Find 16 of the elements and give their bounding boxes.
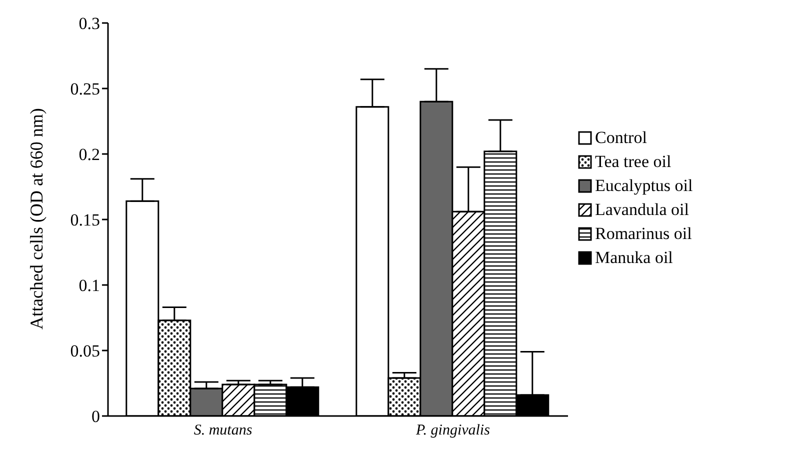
y-tick-label: 0.2	[78, 145, 100, 164]
legend-label: Manuka oil	[595, 248, 673, 268]
y-tick-label: 0	[92, 407, 100, 426]
y-tick-label: 0.15	[70, 210, 100, 230]
legend-label: Eucalyptus oil	[595, 176, 693, 196]
legend-label: Control	[595, 128, 647, 148]
y-axis-title: Attached cells (OD at 660 nm)	[26, 108, 46, 330]
x-tick-label: S. mutans	[194, 422, 252, 439]
legend-label: Tea tree oil	[595, 152, 672, 172]
y-tick-label: 0.1	[78, 276, 100, 296]
y-tick-label: 0.3	[78, 14, 100, 34]
x-tick-label: P. gingivalis	[415, 422, 490, 439]
y-tick-label: 0.25	[70, 80, 100, 99]
y-tick-label: 0.05	[70, 342, 100, 361]
legend-label: Romarinus oil	[595, 224, 692, 244]
legend-label: Lavandula oil	[595, 200, 689, 220]
